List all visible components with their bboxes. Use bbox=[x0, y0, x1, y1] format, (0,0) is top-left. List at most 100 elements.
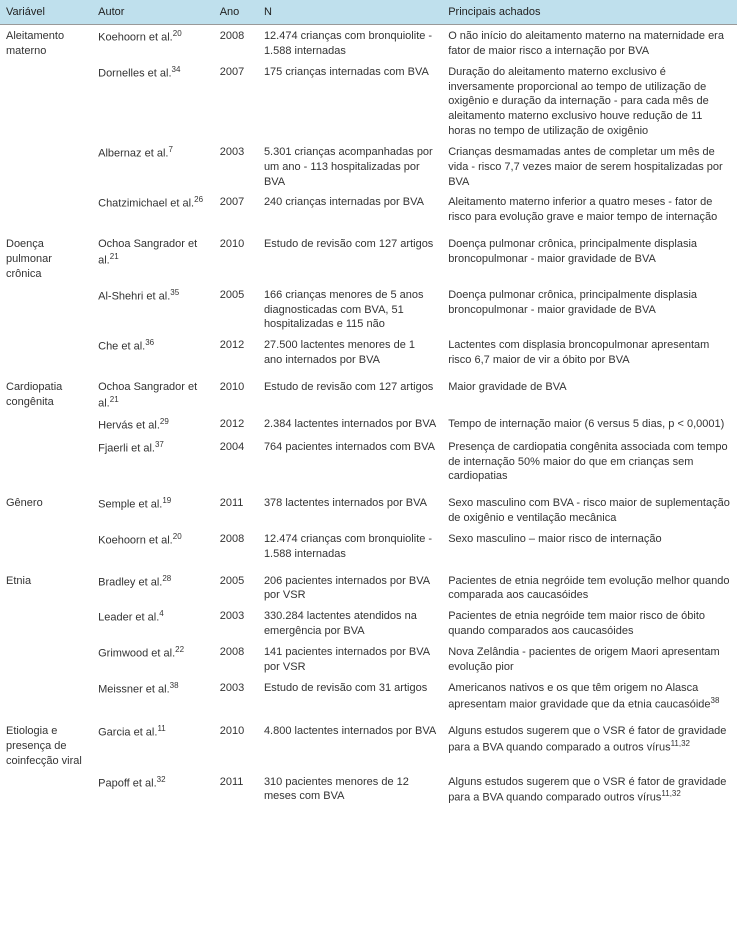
table-row: GêneroSemple et al.192011378 lactentes i… bbox=[0, 486, 737, 528]
cell-ano: 2010 bbox=[214, 714, 258, 771]
cell-variavel bbox=[0, 641, 92, 677]
cell-achados: Aleitamento materno inferior a quatro me… bbox=[442, 191, 737, 227]
cell-achados: Duração do aleitamento materno exclusivo… bbox=[442, 61, 737, 141]
cell-achados: Alguns estudos sugerem que o VSR é fator… bbox=[442, 771, 737, 808]
cell-achados: Sexo masculino – maior risco de internaç… bbox=[442, 528, 737, 564]
table-row: Cardiopatia congênitaOchoa Sangrador et … bbox=[0, 370, 737, 413]
cell-achados: Alguns estudos sugerem que o VSR é fator… bbox=[442, 714, 737, 771]
cell-n: 175 crianças internadas com BVA bbox=[258, 61, 442, 141]
cell-variavel bbox=[0, 771, 92, 808]
cell-variavel bbox=[0, 436, 92, 487]
table-row: Etiologia e presença de coinfecção viral… bbox=[0, 714, 737, 771]
cell-variavel bbox=[0, 141, 92, 192]
cell-autor: Fjaerli et al.37 bbox=[92, 436, 214, 487]
cell-n: Estudo de revisão com 127 artigos bbox=[258, 370, 442, 413]
cell-autor: Meissner et al.38 bbox=[92, 677, 214, 714]
table-row: Koehoorn et al.20200812.474 crianças com… bbox=[0, 528, 737, 564]
cell-variavel bbox=[0, 528, 92, 564]
col-ano: Ano bbox=[214, 0, 258, 25]
cell-ano: 2012 bbox=[214, 334, 258, 370]
cell-achados: Presença de cardiopatia congênita associ… bbox=[442, 436, 737, 487]
cell-n: 2.384 lactentes internados por BVA bbox=[258, 413, 442, 436]
cell-ano: 2003 bbox=[214, 141, 258, 192]
cell-variavel: Aleitamento materno bbox=[0, 25, 92, 61]
col-achados: Principais achados bbox=[442, 0, 737, 25]
col-autor: Autor bbox=[92, 0, 214, 25]
cell-n: 141 pacientes internados por BVA por VSR bbox=[258, 641, 442, 677]
cell-variavel bbox=[0, 334, 92, 370]
cell-autor: Dornelles et al.34 bbox=[92, 61, 214, 141]
table-row: Papoff et al.322011310 pacientes menores… bbox=[0, 771, 737, 808]
cell-achados: Doença pulmonar crônica, principalmente … bbox=[442, 284, 737, 335]
cell-n: 27.500 lactentes menores de 1 ano intern… bbox=[258, 334, 442, 370]
cell-autor: Chatzimichael et al.26 bbox=[92, 191, 214, 227]
cell-ano: 2008 bbox=[214, 25, 258, 61]
table-row: Grimwood et al.222008141 pacientes inter… bbox=[0, 641, 737, 677]
cell-autor: Garcia et al.11 bbox=[92, 714, 214, 771]
cell-n: 4.800 lactentes internados por BVA bbox=[258, 714, 442, 771]
cell-achados: Americanos nativos e os que têm origem n… bbox=[442, 677, 737, 714]
cell-ano: 2011 bbox=[214, 486, 258, 528]
cell-ano: 2007 bbox=[214, 61, 258, 141]
table-row: Che et al.36201227.500 lactentes menores… bbox=[0, 334, 737, 370]
table-row: EtniaBradley et al.282005206 pacientes i… bbox=[0, 564, 737, 606]
cell-variavel bbox=[0, 61, 92, 141]
cell-variavel bbox=[0, 284, 92, 335]
table-row: Meissner et al.382003Estudo de revisão c… bbox=[0, 677, 737, 714]
cell-achados: Lactentes com displasia broncopulmonar a… bbox=[442, 334, 737, 370]
cell-autor: Koehoorn et al.20 bbox=[92, 528, 214, 564]
cell-n: 764 pacientes internados com BVA bbox=[258, 436, 442, 487]
cell-variavel: Cardiopatia congênita bbox=[0, 370, 92, 413]
table-row: Albernaz et al.720035.301 crianças acomp… bbox=[0, 141, 737, 192]
cell-variavel: Doença pulmonar crônica bbox=[0, 227, 92, 284]
cell-n: 12.474 crianças com bronquiolite - 1.588… bbox=[258, 528, 442, 564]
cell-n: 5.301 crianças acompanhadas por um ano -… bbox=[258, 141, 442, 192]
table-row: Doença pulmonar crônicaOchoa Sangrador e… bbox=[0, 227, 737, 284]
cell-ano: 2011 bbox=[214, 771, 258, 808]
cell-ano: 2003 bbox=[214, 677, 258, 714]
cell-variavel bbox=[0, 413, 92, 436]
col-variavel: Variável bbox=[0, 0, 92, 25]
table-row: Al-Shehri et al.352005166 crianças menor… bbox=[0, 284, 737, 335]
table-row: Hervás et al.2920122.384 lactentes inter… bbox=[0, 413, 737, 436]
cell-n: 206 pacientes internados por BVA por VSR bbox=[258, 564, 442, 606]
cell-ano: 2003 bbox=[214, 605, 258, 641]
cell-achados: Tempo de internação maior (6 versus 5 di… bbox=[442, 413, 737, 436]
cell-n: 310 pacientes menores de 12 meses com BV… bbox=[258, 771, 442, 808]
studies-table: Variável Autor Ano N Principais achados … bbox=[0, 0, 737, 808]
cell-ano: 2010 bbox=[214, 370, 258, 413]
cell-ano: 2008 bbox=[214, 528, 258, 564]
table-row: Dornelles et al.342007175 crianças inter… bbox=[0, 61, 737, 141]
cell-variavel bbox=[0, 605, 92, 641]
table-row: Chatzimichael et al.262007240 crianças i… bbox=[0, 191, 737, 227]
cell-ano: 2007 bbox=[214, 191, 258, 227]
cell-achados: Pacientes de etnia negróide tem maior ri… bbox=[442, 605, 737, 641]
cell-variavel bbox=[0, 677, 92, 714]
cell-variavel: Etiologia e presença de coinfecção viral bbox=[0, 714, 92, 771]
col-n: N bbox=[258, 0, 442, 25]
table-row: Aleitamento maternoKoehoorn et al.202008… bbox=[0, 25, 737, 61]
cell-autor: Ochoa Sangrador et al.21 bbox=[92, 227, 214, 284]
cell-n: 166 crianças menores de 5 anos diagnosti… bbox=[258, 284, 442, 335]
cell-ano: 2008 bbox=[214, 641, 258, 677]
cell-autor: Ochoa Sangrador et al.21 bbox=[92, 370, 214, 413]
cell-variavel bbox=[0, 191, 92, 227]
cell-autor: Che et al.36 bbox=[92, 334, 214, 370]
cell-ano: 2005 bbox=[214, 284, 258, 335]
cell-ano: 2012 bbox=[214, 413, 258, 436]
table-row: Leader et al.42003330.284 lactentes aten… bbox=[0, 605, 737, 641]
cell-variavel: Gênero bbox=[0, 486, 92, 528]
cell-autor: Albernaz et al.7 bbox=[92, 141, 214, 192]
cell-achados: Maior gravidade de BVA bbox=[442, 370, 737, 413]
cell-autor: Grimwood et al.22 bbox=[92, 641, 214, 677]
cell-achados: Nova Zelândia - pacientes de origem Maor… bbox=[442, 641, 737, 677]
cell-n: Estudo de revisão com 31 artigos bbox=[258, 677, 442, 714]
cell-achados: O não início do aleitamento materno na m… bbox=[442, 25, 737, 61]
cell-n: 12.474 crianças com bronquiolite - 1.588… bbox=[258, 25, 442, 61]
cell-autor: Papoff et al.32 bbox=[92, 771, 214, 808]
table-header-row: Variável Autor Ano N Principais achados bbox=[0, 0, 737, 25]
cell-n: 378 lactentes internados por BVA bbox=[258, 486, 442, 528]
cell-n: 240 crianças internadas por BVA bbox=[258, 191, 442, 227]
cell-ano: 2010 bbox=[214, 227, 258, 284]
cell-n: 330.284 lactentes atendidos na emergênci… bbox=[258, 605, 442, 641]
